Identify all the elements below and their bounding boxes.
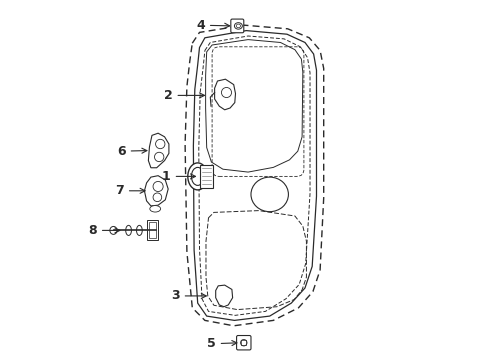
Polygon shape — [148, 133, 168, 168]
FancyBboxPatch shape — [230, 19, 244, 33]
Ellipse shape — [149, 206, 160, 212]
Text: 2: 2 — [163, 89, 204, 102]
Text: 8: 8 — [88, 224, 120, 237]
Text: 7: 7 — [115, 184, 145, 197]
Ellipse shape — [136, 225, 142, 235]
Bar — [241, 340, 246, 345]
Ellipse shape — [234, 23, 242, 29]
Polygon shape — [144, 176, 168, 206]
Ellipse shape — [110, 226, 117, 234]
Text: 4: 4 — [196, 19, 229, 32]
Text: 5: 5 — [206, 337, 236, 350]
FancyBboxPatch shape — [236, 336, 250, 350]
Ellipse shape — [125, 225, 131, 235]
Text: 6: 6 — [117, 145, 146, 158]
Text: 3: 3 — [171, 289, 206, 302]
Text: 1: 1 — [162, 170, 195, 183]
Polygon shape — [215, 285, 232, 307]
FancyBboxPatch shape — [200, 165, 213, 188]
Ellipse shape — [191, 167, 203, 185]
Ellipse shape — [187, 163, 207, 190]
Polygon shape — [214, 79, 235, 110]
Polygon shape — [147, 220, 158, 240]
